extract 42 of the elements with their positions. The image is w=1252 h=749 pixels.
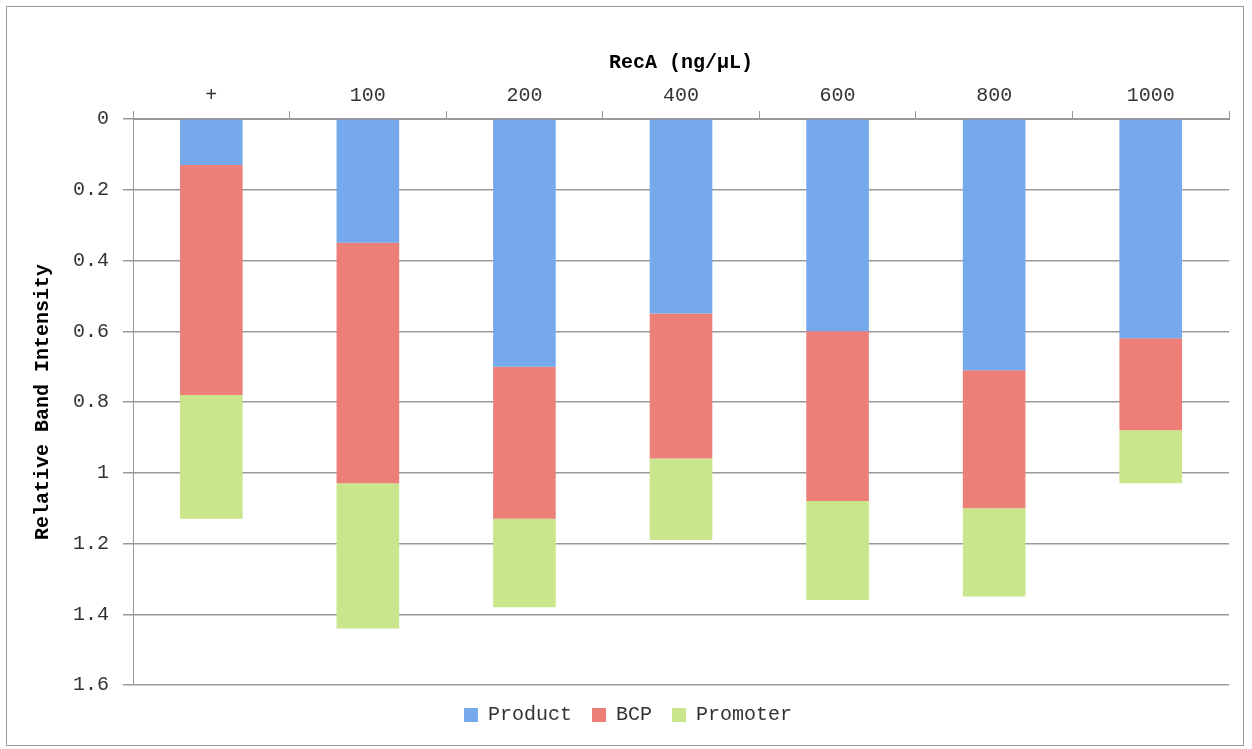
x-tick-label: 400 [663,84,700,108]
x-tick-label: 600 [819,84,856,108]
y-tick-label: 1.6 [72,673,110,697]
bar [336,242,400,484]
y-axis-title: Relative Band Intensity [31,263,55,541]
bar [493,119,556,367]
bar [962,508,1026,597]
x-axis-title: RecA (ng/µL) [608,51,754,75]
bar [649,119,713,314]
y-tick-label: 0.6 [72,319,110,343]
bar [179,119,243,165]
bar [806,331,869,502]
y-tick-label: 1.2 [72,531,110,555]
legend-label: Promoter [696,703,793,727]
bar [649,458,713,540]
bar [336,483,400,629]
bar [806,119,869,332]
bar [493,366,556,519]
y-tick-label: 0.4 [72,248,110,272]
bar [962,370,1026,509]
y-tick-label: 1 [96,461,110,485]
bar [1119,119,1183,339]
legend-label: Product [487,703,572,727]
bar [1119,338,1183,431]
x-tick-label: 1000 [1126,84,1175,108]
bar [806,501,869,601]
bar [649,313,713,459]
x-tick-label: 800 [976,84,1013,108]
bar [336,119,400,243]
legend-label: BCP [616,703,653,727]
x-tick-label: 100 [349,84,386,108]
x-tick-label: 200 [506,84,543,108]
y-tick-label: 0 [96,107,110,131]
bar [179,394,243,519]
bar [493,518,556,608]
y-tick-label: 1.4 [72,602,110,626]
bar [1119,430,1183,484]
x-tick-label: + [205,84,218,108]
bar [179,164,243,395]
y-tick-label: 0.8 [72,390,110,414]
bar [962,119,1026,371]
y-tick-label: 0.2 [72,178,110,202]
